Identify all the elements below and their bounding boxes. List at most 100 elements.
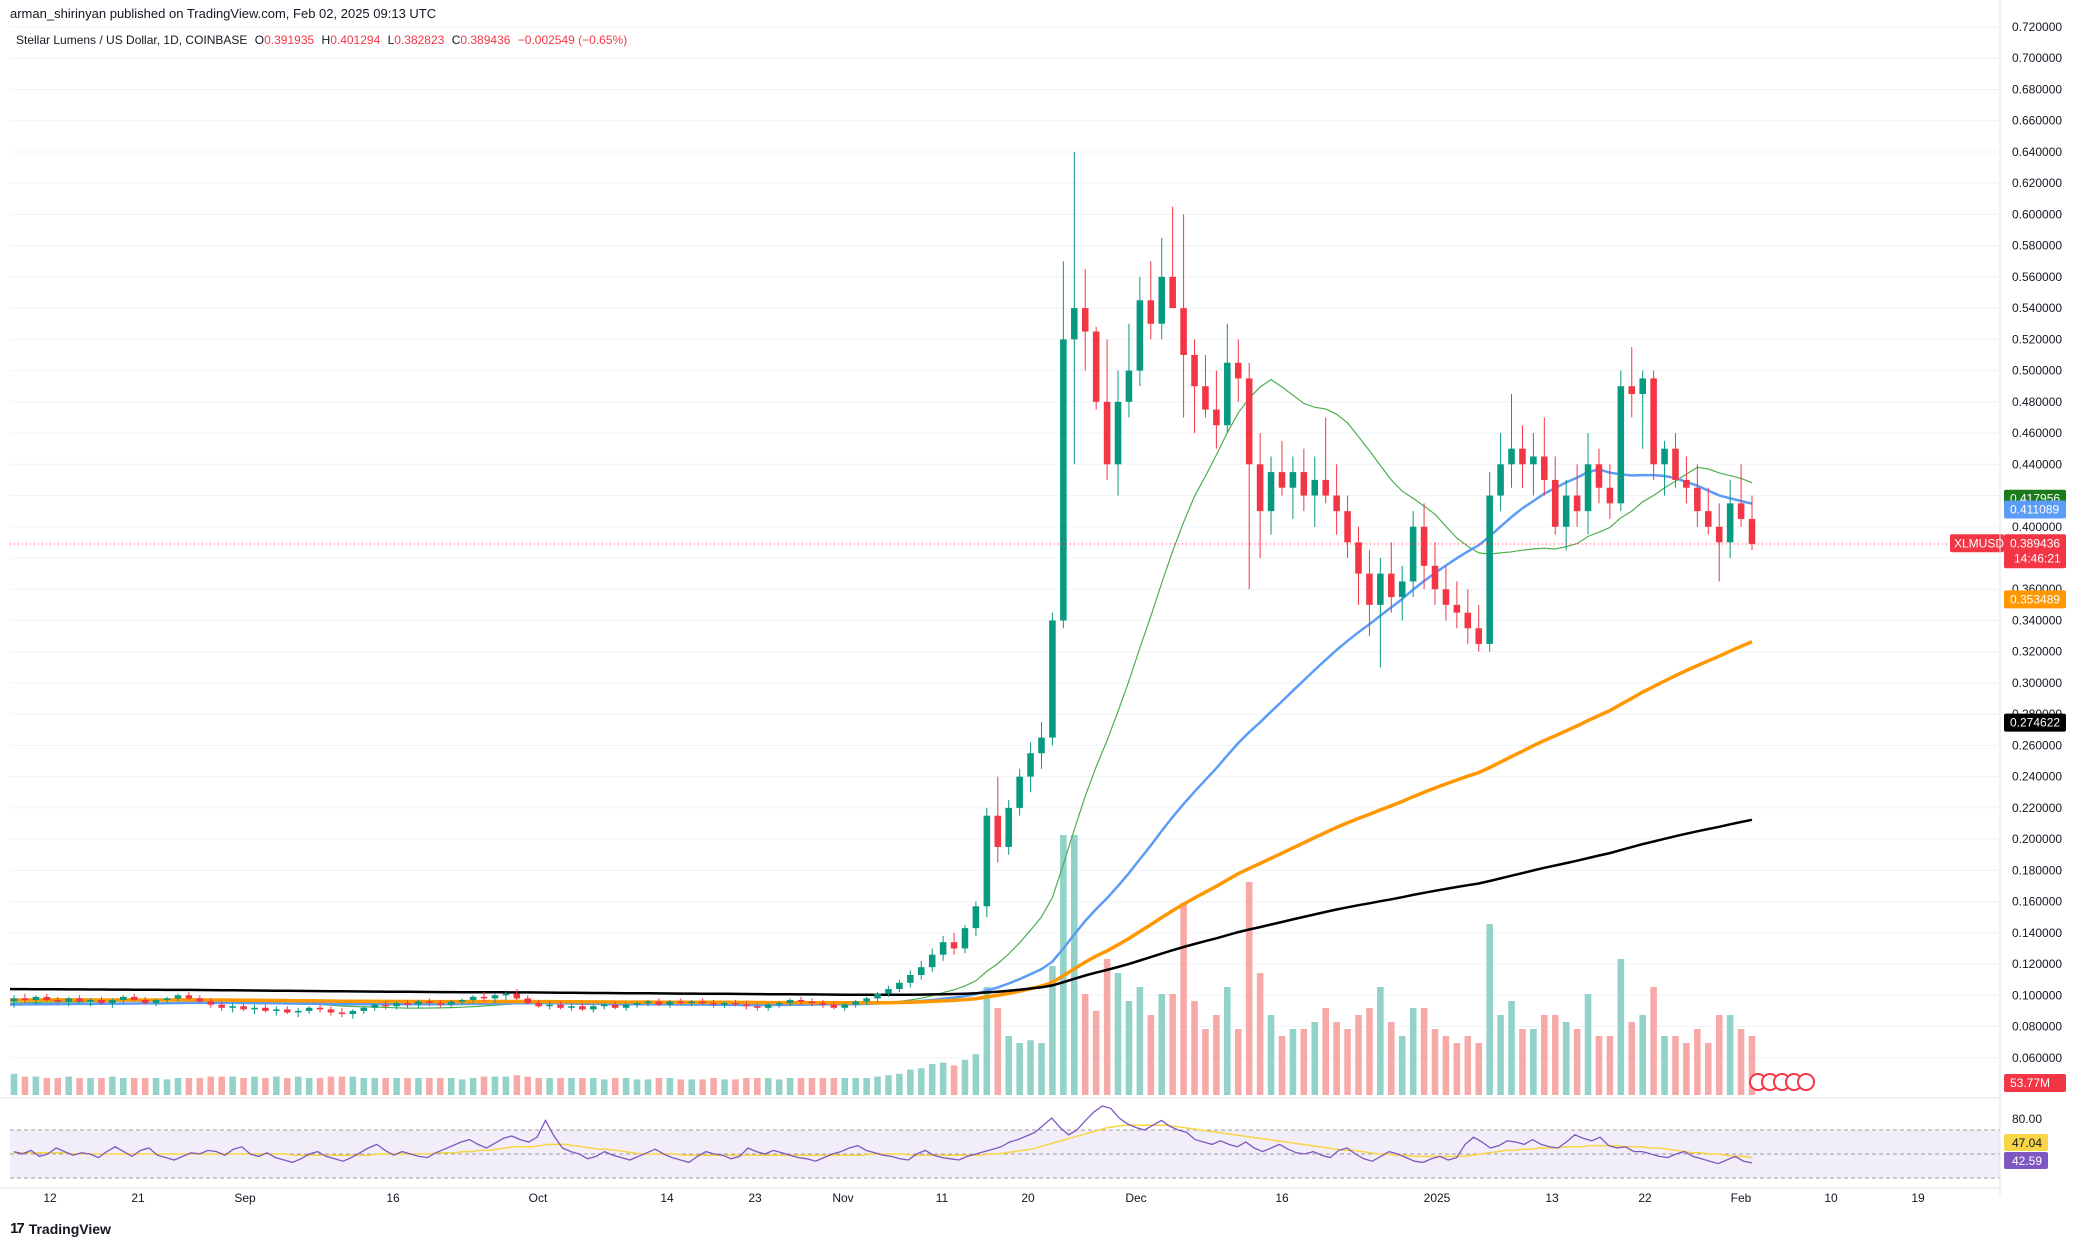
volume-bar — [1234, 1029, 1242, 1095]
candle — [262, 1004, 269, 1013]
candle — [808, 998, 816, 1007]
candle — [1278, 440, 1286, 496]
candle-body — [76, 998, 83, 1002]
candle-body — [1311, 479, 1319, 496]
volume-bar — [830, 1078, 838, 1095]
candle-body — [1431, 565, 1439, 590]
candle-body — [590, 1006, 597, 1010]
time-axis: 12 21 Sep 16 Oct 14 23 Nov 11 20 Dec 16 2025 13 22 Feb 1… — [43, 1191, 1925, 1205]
candle — [316, 1004, 324, 1013]
candle — [950, 932, 958, 955]
candle-body — [283, 1009, 291, 1013]
candle-body — [130, 996, 138, 1000]
low-label: L — [387, 33, 395, 47]
volume-bar — [917, 1068, 925, 1095]
candle — [1584, 433, 1592, 535]
candle-body — [633, 1003, 641, 1005]
volume-bar — [1650, 987, 1657, 1095]
candle — [1256, 433, 1264, 558]
candle-body — [10, 998, 18, 1002]
candle — [371, 1003, 378, 1011]
candle-body — [928, 954, 936, 968]
ma-value-label: 0.353489 — [2010, 592, 2060, 606]
candle — [1224, 323, 1231, 434]
volume-bar — [426, 1078, 433, 1095]
candle — [273, 1006, 280, 1016]
candle-body — [950, 942, 958, 949]
candle-body — [841, 1004, 849, 1008]
candle — [852, 999, 859, 1008]
candle-body — [1016, 776, 1023, 808]
candle-body — [404, 1003, 411, 1005]
candle — [130, 993, 138, 1002]
volume-bar — [972, 1054, 980, 1095]
candle — [1661, 440, 1668, 496]
volume-bar — [1420, 1008, 1428, 1095]
candle-body — [1136, 300, 1144, 371]
volume-bar — [1475, 1043, 1483, 1095]
candle — [1158, 237, 1166, 340]
volume-bar — [1606, 1036, 1614, 1095]
candle — [327, 1006, 335, 1016]
candle-body — [1366, 573, 1373, 605]
rsi-axis-tick: 80.00 — [2012, 1112, 2042, 1126]
us-flag-event-icon — [1797, 1073, 1815, 1091]
candle — [928, 948, 936, 972]
rsi-pane: 80.00 47.04 42.59 — [10, 1105, 2048, 1179]
volume-bar — [928, 1064, 936, 1095]
volume-bars — [10, 835, 1756, 1095]
candle — [32, 995, 40, 1005]
candle — [1497, 433, 1504, 512]
candle — [98, 996, 105, 1005]
tradingview-logo[interactable]: 17 TradingView — [10, 1220, 111, 1237]
candle-body — [896, 982, 903, 990]
candle — [863, 996, 870, 1005]
candle-body — [43, 996, 51, 1000]
volume-bar — [480, 1076, 488, 1095]
price-tick-label: 0.240000 — [2012, 770, 2062, 784]
candle-body — [622, 1004, 630, 1008]
candle-body — [732, 1003, 739, 1005]
volume-bar — [721, 1079, 728, 1095]
candle — [841, 1003, 849, 1011]
candle-body — [1202, 386, 1209, 410]
volume-bar — [983, 987, 991, 1095]
open-value: 0.391935 — [264, 33, 315, 47]
rsi-ma-line — [14, 1124, 1753, 1159]
last-price-tag — [2004, 534, 2066, 569]
candle — [185, 992, 193, 1000]
candle — [141, 996, 149, 1005]
candle-body — [1464, 612, 1472, 629]
candle-body — [1584, 464, 1592, 512]
volume-bar — [1322, 1008, 1329, 1095]
time-tick-label: 19 — [1911, 1191, 1925, 1205]
volume-bar — [1191, 1001, 1198, 1095]
price-tick-label: 0.680000 — [2012, 82, 2062, 96]
volume-bar — [743, 1078, 750, 1095]
candle-body — [1398, 581, 1406, 598]
candle-body — [491, 995, 499, 999]
volume-bar — [240, 1078, 247, 1095]
candle-body — [1551, 479, 1559, 527]
candle-body — [600, 1004, 608, 1007]
candle-body — [32, 996, 40, 1000]
candle-body — [21, 998, 29, 1000]
volume-bar — [786, 1078, 794, 1095]
candle — [1704, 487, 1712, 535]
candle-body — [1213, 409, 1220, 426]
candle-body — [273, 1009, 280, 1011]
candle — [207, 998, 215, 1008]
price-tick-label: 0.260000 — [2012, 738, 2062, 752]
candle-body — [579, 1006, 586, 1010]
volume-bar — [1377, 987, 1384, 1095]
candle-body — [349, 1010, 357, 1015]
volume-bar — [950, 1065, 958, 1095]
candle — [885, 985, 892, 997]
candle — [524, 995, 532, 1005]
volume-bar — [1442, 1036, 1450, 1095]
last-price-value: 0.389436 — [2010, 536, 2060, 550]
candle-body — [1715, 526, 1723, 543]
candle — [1541, 417, 1548, 496]
